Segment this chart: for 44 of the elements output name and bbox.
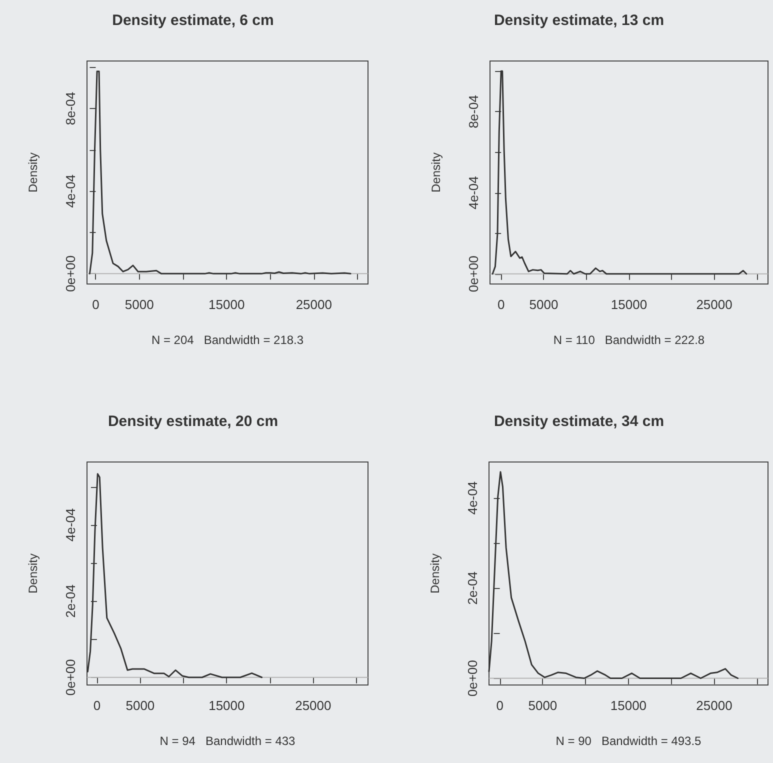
x-tick-label: 5000 (124, 297, 154, 312)
chart-title: Density estimate, 20 cm (108, 413, 278, 430)
y-axis-title: Density (429, 152, 443, 193)
chart-title: Density estimate, 13 cm (494, 12, 664, 29)
x-axis-title: N = 90 Bandwidth = 493.5 (556, 734, 702, 748)
x-tick-label: 5000 (528, 698, 558, 713)
x-tick-label: 5000 (126, 698, 155, 713)
y-axis-title: Density (26, 553, 40, 594)
x-tick-label: 0 (93, 698, 101, 713)
chart-title: Density estimate, 6 cm (112, 12, 274, 29)
y-tick-label: 8e-04 (466, 95, 481, 128)
x-tick-label: 25000 (295, 698, 332, 713)
y-tick-label: 0e+00 (63, 659, 78, 696)
x-tick-label: 25000 (696, 297, 732, 312)
y-tick-label: 4e-04 (63, 508, 78, 542)
x-tick-label: 0 (497, 297, 505, 312)
y-tick-label: 0e+00 (466, 256, 481, 292)
x-tick-label: 5000 (529, 297, 558, 312)
x-tick-label: 25000 (696, 698, 732, 713)
y-axis-title: Density (428, 553, 442, 594)
x-tick-label: 0 (496, 698, 504, 713)
x-tick-label: 15000 (208, 698, 245, 713)
y-tick-label: 4e-04 (465, 481, 480, 515)
line-series (488, 471, 739, 679)
y-tick-label: 8e-04 (63, 92, 78, 126)
y-tick-label: 2e-04 (465, 572, 480, 605)
y-tick-label: 0e+00 (465, 660, 480, 696)
line-series (86, 473, 263, 678)
x-axis-title: N = 110 Bandwidth = 222.8 (553, 333, 705, 347)
line-series (88, 70, 352, 274)
y-tick-label: 2e-04 (63, 584, 78, 618)
line-series (492, 70, 748, 275)
x-tick-label: 25000 (296, 297, 332, 312)
x-tick-label: 15000 (208, 297, 245, 312)
x-tick-label: 0 (92, 297, 100, 312)
x-tick-label: 15000 (610, 297, 648, 312)
x-axis-title: N = 204 Bandwidth = 218.3 (151, 333, 304, 347)
y-axis-title: Density (26, 152, 40, 193)
y-tick-label: 4e-04 (63, 174, 78, 208)
y-tick-label: 0e+00 (63, 255, 78, 292)
x-tick-label: 15000 (610, 698, 647, 713)
y-tick-label: 4e-04 (466, 176, 481, 210)
x-axis-title: N = 94 Bandwidth = 433 (160, 734, 296, 748)
chart-title: Density estimate, 34 cm (494, 413, 664, 430)
